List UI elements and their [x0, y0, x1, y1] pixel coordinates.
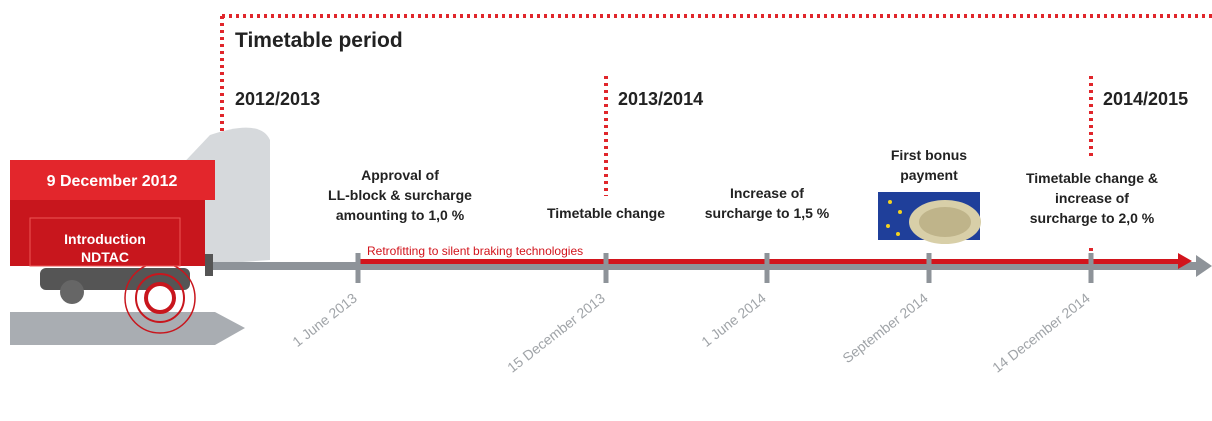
event-label: First bonus	[891, 147, 967, 163]
event-label: amounting to 1,0 %	[336, 207, 465, 223]
coupler	[205, 254, 213, 276]
retrofit-label: Retrofitting to silent braking technolog…	[367, 244, 583, 258]
train-panel	[29, 217, 181, 267]
event-date: 1 June 2013	[289, 290, 360, 350]
train-top	[10, 160, 215, 200]
period: 2013/2014	[618, 89, 703, 109]
wheel	[60, 280, 84, 304]
sound-ring	[135, 273, 185, 323]
timeline-axis	[205, 262, 1205, 270]
event-label: Timetable change	[547, 205, 665, 221]
tick	[355, 253, 361, 283]
tick	[926, 253, 932, 283]
retrofit-arrow-head	[1178, 253, 1192, 269]
event-label: surcharge to 1,5 %	[705, 205, 830, 221]
event-label: Timetable change &	[1026, 170, 1158, 186]
event-date: September 2014	[839, 290, 931, 366]
tick	[603, 253, 609, 283]
event-label: LL-block & surcharge	[328, 187, 472, 203]
event-label: Increase of	[730, 185, 804, 201]
period: 2012/2013	[235, 89, 320, 109]
retrofit-arrow	[360, 259, 1180, 264]
period-frame	[220, 14, 1212, 266]
event-label: increase of	[1055, 190, 1129, 206]
start-label: NDTAC	[81, 249, 129, 265]
event-label: payment	[900, 167, 958, 183]
event-label: Approval of	[361, 167, 439, 183]
tick	[1088, 253, 1094, 283]
tick	[764, 253, 770, 283]
event-date: 1 June 2014	[698, 290, 769, 350]
train-body	[10, 200, 205, 266]
start-date: 9 December 2012	[47, 173, 178, 190]
axis-arrow	[1196, 255, 1212, 277]
period: 2014/2015	[1103, 89, 1188, 109]
start-label: Introduction	[64, 231, 146, 247]
rail	[10, 312, 245, 345]
event-date: 14 December 2014	[989, 290, 1093, 376]
title: Timetable period	[235, 29, 403, 52]
event-label: surcharge to 2,0 %	[1030, 210, 1155, 226]
bonus-image	[878, 192, 981, 244]
wheel	[144, 282, 176, 314]
event-date: 15 December 2013	[504, 290, 608, 376]
